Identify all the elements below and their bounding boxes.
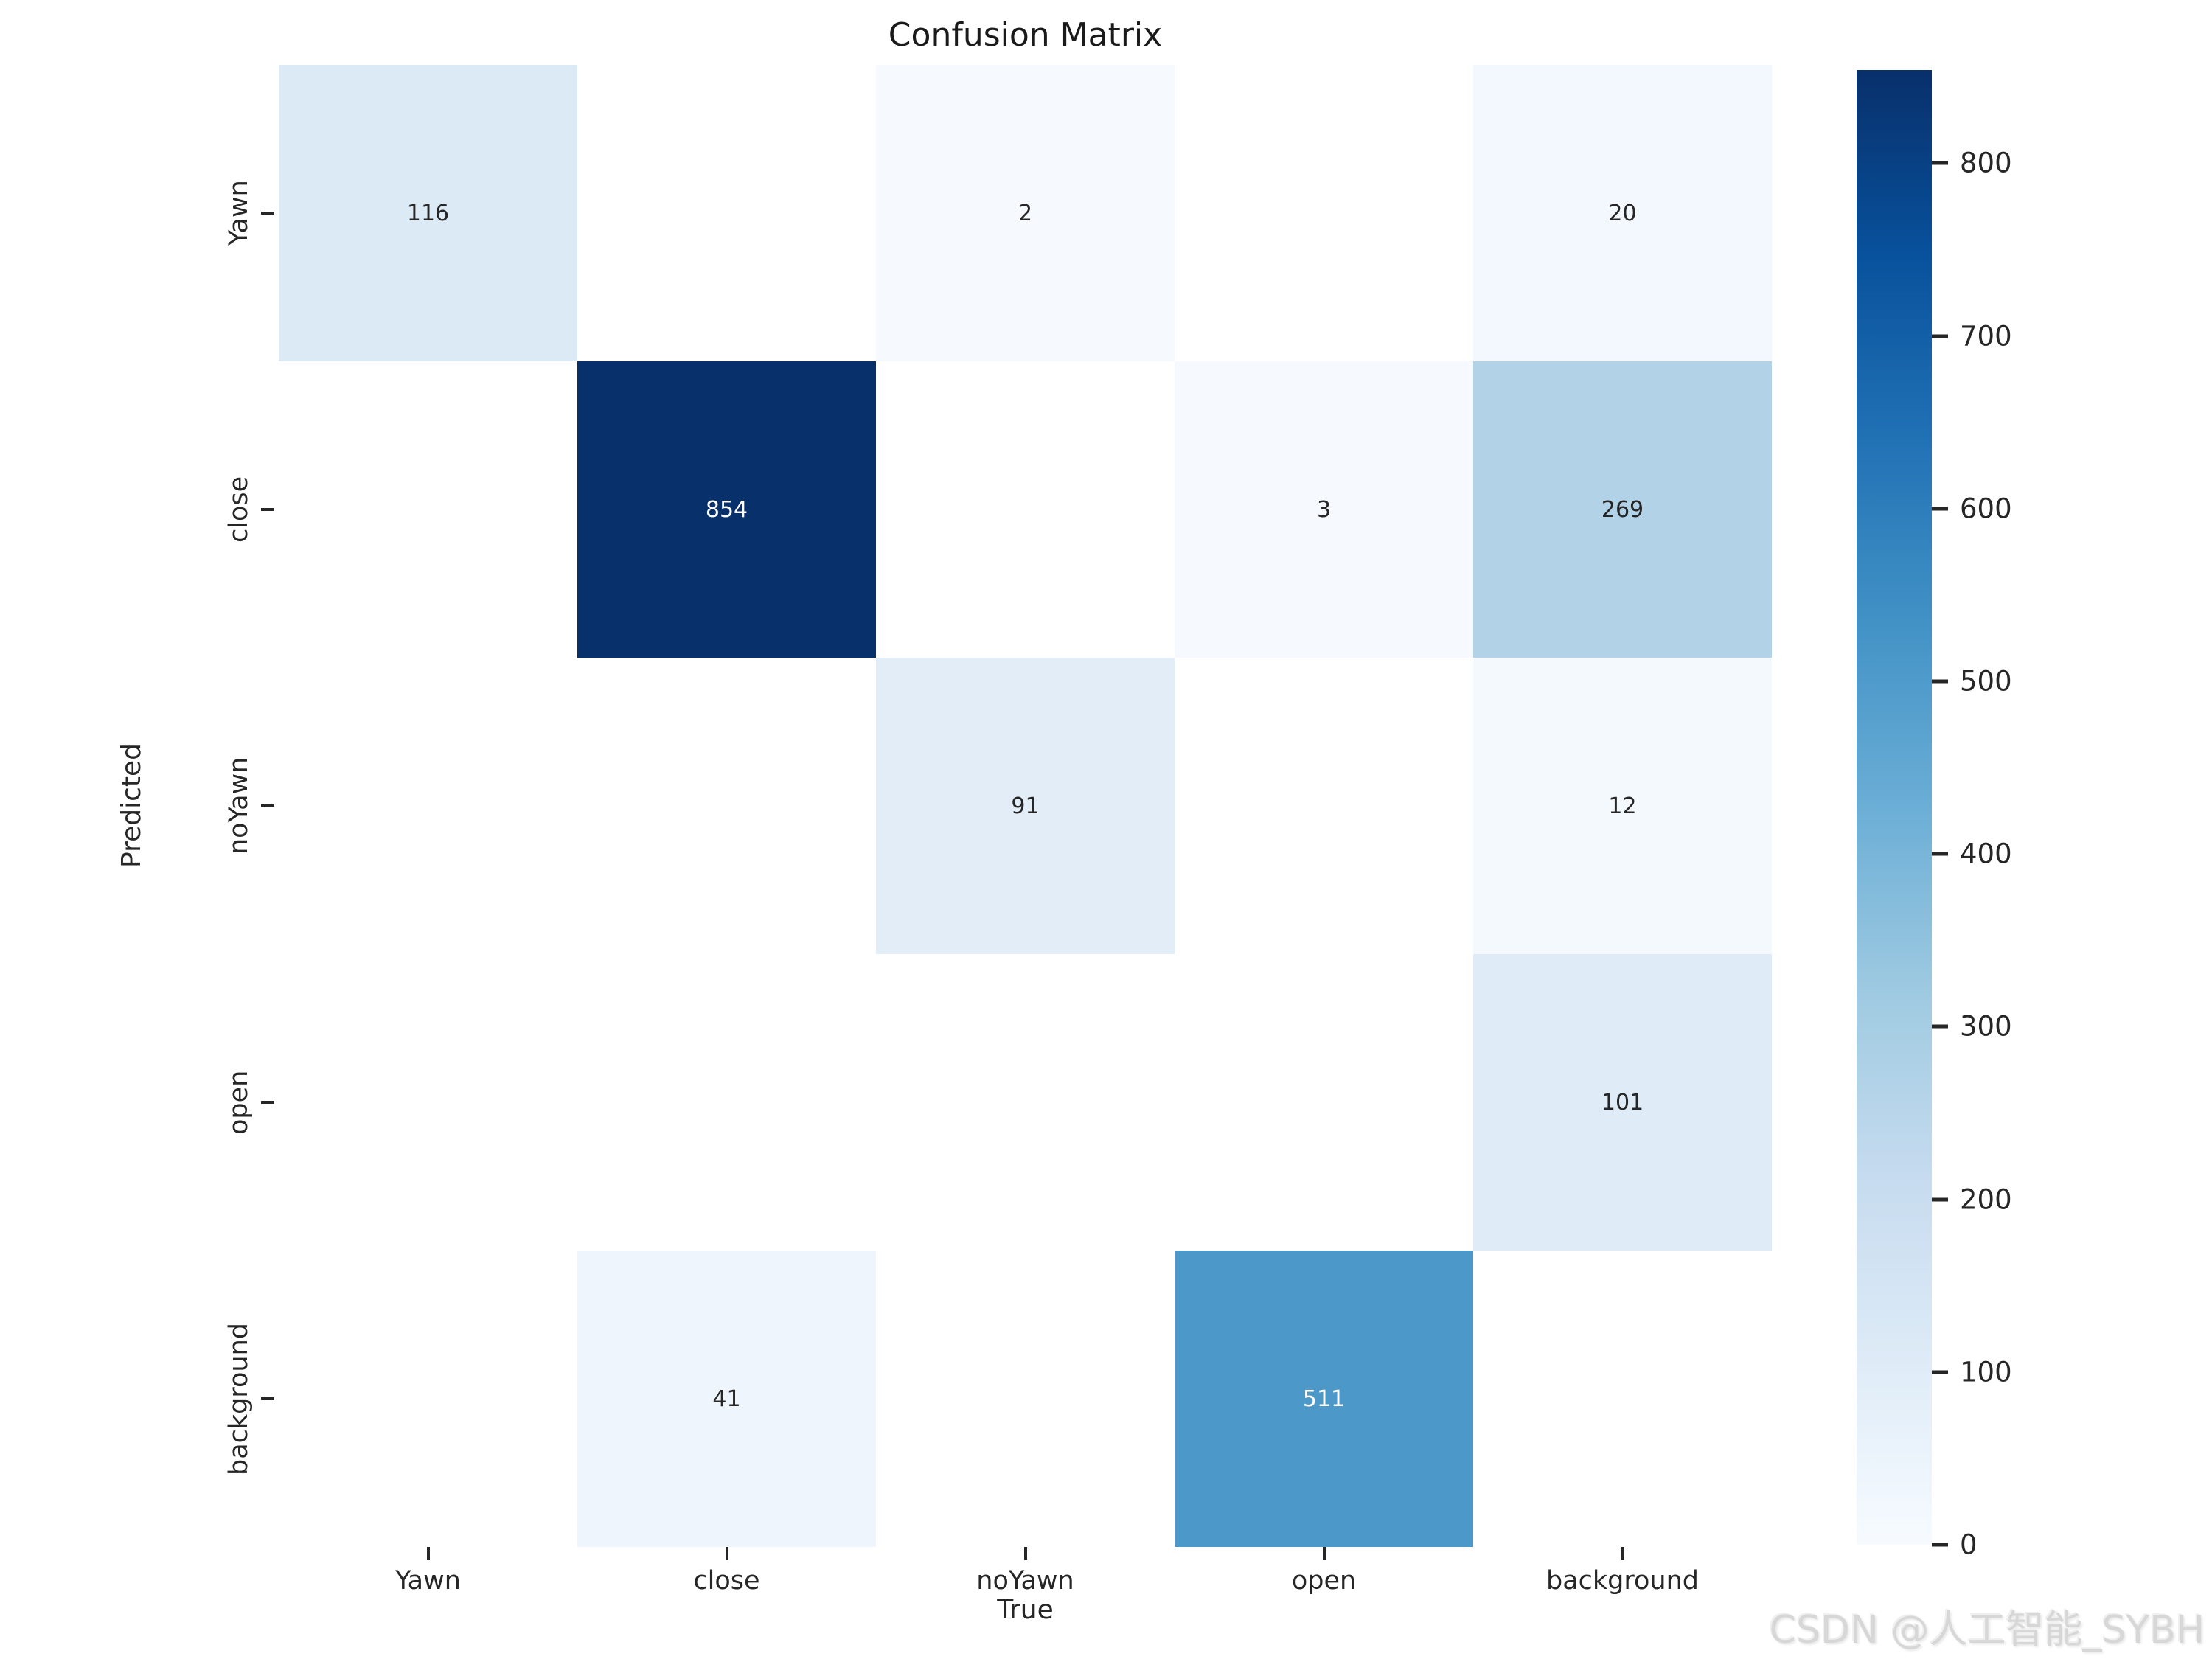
colorbar-tick-mark	[1932, 1543, 1948, 1547]
colorbar-tick: 400	[1932, 838, 2012, 870]
heatmap-cell	[279, 1251, 577, 1547]
colorbar-tick-label: 300	[1960, 1010, 2012, 1043]
colorbar-tick-mark	[1932, 507, 1948, 511]
y-tick-label: background	[224, 1322, 254, 1475]
heatmap-grid: 116 2 20 854 3 269 91 12 101 41 511	[279, 65, 1772, 1547]
heatmap-cell: 3	[1175, 361, 1473, 658]
x-axis-label: True	[997, 1595, 1054, 1625]
x-tick: background	[1473, 1547, 1772, 1599]
watermark: CSDN @人工智能_SYBH	[1769, 1608, 2205, 1652]
colorbar-tick-label: 700	[1960, 320, 2012, 352]
x-tick-mark	[1023, 1547, 1027, 1560]
y-tick: background	[214, 1251, 274, 1547]
heatmap-cell	[1175, 658, 1473, 954]
colorbar-tick: 300	[1932, 1011, 2012, 1043]
colorbar-tick: 500	[1932, 666, 2012, 698]
heatmap-cell	[279, 954, 577, 1251]
y-tick: noYawn	[214, 658, 274, 954]
heatmap-cell	[876, 361, 1175, 658]
colorbar-tick-mark	[1932, 334, 1948, 338]
heatmap-cell	[1175, 65, 1473, 361]
heatmap-cell	[279, 658, 577, 954]
heatmap-cell	[876, 954, 1175, 1251]
x-tick-label: background	[1545, 1566, 1699, 1596]
heatmap-cell: 101	[1473, 954, 1772, 1251]
y-tick-mark	[261, 804, 274, 807]
heatmap-cell: 116	[279, 65, 577, 361]
y-tick-label: open	[224, 1070, 254, 1135]
colorbar-tick: 600	[1932, 493, 2012, 524]
y-tick: close	[214, 361, 274, 658]
heatmap-cell	[1175, 954, 1473, 1251]
heatmap-cell	[577, 954, 876, 1251]
colorbar-tick-mark	[1932, 1024, 1948, 1029]
y-tick-mark	[261, 1397, 274, 1400]
y-tick-label: noYawn	[224, 757, 254, 855]
heatmap-cell	[577, 658, 876, 954]
heatmap-cell: 511	[1175, 1251, 1473, 1547]
colorbar-tick: 0	[1932, 1529, 1978, 1561]
heatmap-cell: 269	[1473, 361, 1772, 658]
colorbar-tick-mark	[1932, 1370, 1948, 1374]
x-tick-mark	[725, 1547, 728, 1560]
heatmap-cell: 91	[876, 658, 1175, 954]
y-tick: open	[214, 954, 274, 1251]
heatmap-cell: 41	[577, 1251, 876, 1547]
colorbar-gradient	[1857, 70, 1932, 1545]
colorbar-tick-mark	[1932, 852, 1948, 856]
x-tick-label: open	[1291, 1566, 1357, 1596]
colorbar-tick: 700	[1932, 320, 2012, 352]
heatmap-cell: 12	[1473, 658, 1772, 954]
x-tick-mark	[1322, 1547, 1326, 1560]
colorbar-tick: 100	[1932, 1356, 2012, 1388]
colorbar-tick-label: 100	[1960, 1356, 2012, 1388]
heatmap-cell	[1473, 1251, 1772, 1547]
colorbar-tick-label: 600	[1960, 493, 2012, 525]
x-tick: open	[1175, 1547, 1473, 1599]
chart-title: Confusion Matrix	[888, 16, 1163, 54]
y-tick-label: Yawn	[224, 180, 254, 246]
colorbar-tick-label: 0	[1960, 1528, 1978, 1561]
heatmap-cell	[279, 361, 577, 658]
y-tick-mark	[261, 1101, 274, 1104]
colorbar-tick-mark	[1932, 161, 1948, 165]
x-tick: close	[577, 1547, 876, 1599]
y-tick-mark	[261, 212, 274, 215]
colorbar-tick-label: 800	[1960, 147, 2012, 179]
x-tick: Yawn	[279, 1547, 577, 1599]
y-tick-mark	[261, 508, 274, 511]
heatmap-cell: 20	[1473, 65, 1772, 361]
x-tick-label: Yawn	[395, 1566, 461, 1596]
colorbar-tick-label: 400	[1960, 838, 2012, 870]
colorbar-tick-label: 200	[1960, 1183, 2012, 1216]
y-axis-label: Predicted	[116, 743, 147, 869]
heatmap-cell	[577, 65, 876, 361]
y-tick: Yawn	[214, 65, 274, 361]
heatmap-cell: 854	[577, 361, 876, 658]
colorbar	[1857, 70, 1932, 1545]
x-tick-mark	[426, 1547, 430, 1560]
heatmap-cell: 2	[876, 65, 1175, 361]
x-tick-mark	[1621, 1547, 1624, 1560]
colorbar-ticks: 0 100 200 300 400 500 600 700 800	[1932, 70, 2109, 1561]
y-tick-label: close	[224, 476, 254, 543]
x-tick-label: close	[693, 1566, 760, 1596]
heatmap-cell	[876, 1251, 1175, 1547]
colorbar-tick-mark	[1932, 679, 1948, 684]
x-axis-ticks: Yawn close noYawn open background	[279, 1547, 1772, 1599]
y-axis-ticks: Yawn close noYawn open background	[214, 65, 274, 1547]
x-tick: noYawn	[876, 1547, 1175, 1599]
colorbar-tick: 800	[1932, 147, 2012, 179]
x-tick-label: noYawn	[976, 1566, 1074, 1596]
colorbar-tick-label: 500	[1960, 665, 2012, 698]
colorbar-tick: 200	[1932, 1183, 2012, 1215]
colorbar-tick-mark	[1932, 1197, 1948, 1202]
